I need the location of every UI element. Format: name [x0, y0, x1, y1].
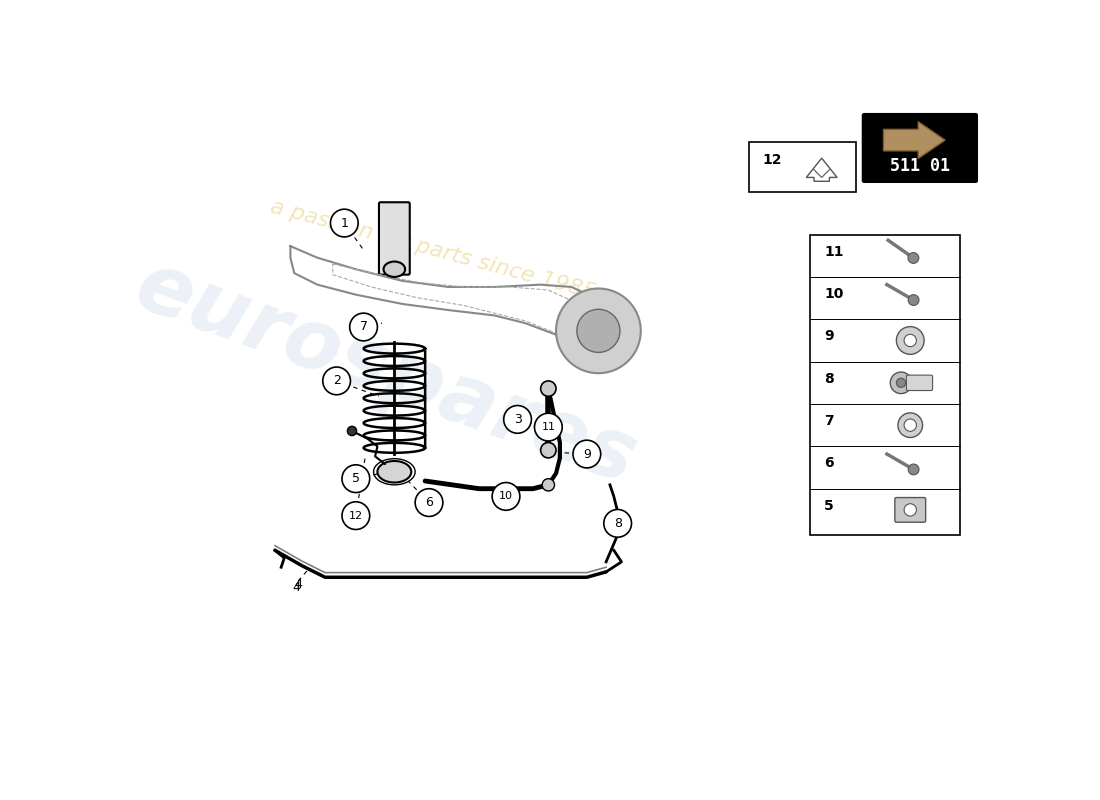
Text: 2: 2 — [332, 374, 341, 387]
FancyBboxPatch shape — [378, 202, 409, 274]
Circle shape — [542, 382, 554, 394]
Text: 511 01: 511 01 — [890, 158, 950, 175]
Text: 8: 8 — [824, 371, 834, 386]
Text: 12: 12 — [762, 153, 782, 166]
Circle shape — [350, 313, 377, 341]
Text: 5: 5 — [352, 472, 360, 485]
Circle shape — [557, 289, 641, 373]
Text: 10: 10 — [824, 287, 844, 301]
Circle shape — [342, 465, 370, 493]
Circle shape — [908, 253, 918, 263]
Circle shape — [898, 413, 923, 438]
Circle shape — [504, 406, 531, 434]
Circle shape — [890, 372, 912, 394]
Text: eurospares: eurospares — [125, 245, 648, 502]
Circle shape — [573, 440, 601, 468]
Text: 6: 6 — [824, 456, 834, 470]
Circle shape — [322, 367, 351, 394]
Circle shape — [896, 326, 924, 354]
Circle shape — [330, 209, 359, 237]
Circle shape — [904, 334, 916, 346]
Circle shape — [604, 510, 631, 538]
FancyBboxPatch shape — [906, 375, 933, 390]
Text: 11: 11 — [824, 245, 844, 258]
Circle shape — [541, 442, 557, 458]
Ellipse shape — [377, 461, 411, 482]
Circle shape — [342, 502, 370, 530]
Text: 10: 10 — [499, 491, 513, 502]
Circle shape — [535, 414, 562, 441]
Ellipse shape — [384, 262, 405, 277]
Circle shape — [904, 419, 916, 431]
Text: 7: 7 — [360, 321, 367, 334]
Text: 9: 9 — [583, 447, 591, 461]
Text: 8: 8 — [614, 517, 622, 530]
Circle shape — [542, 478, 554, 491]
Text: 11: 11 — [541, 422, 556, 432]
Polygon shape — [883, 122, 945, 158]
Text: 1: 1 — [340, 217, 349, 230]
Text: a passion for parts since 1985: a passion for parts since 1985 — [267, 197, 598, 303]
Circle shape — [541, 381, 557, 396]
Text: 5: 5 — [824, 498, 834, 513]
Text: 7: 7 — [824, 414, 834, 428]
Text: 4: 4 — [294, 578, 302, 591]
Text: 4: 4 — [293, 581, 300, 594]
Circle shape — [492, 482, 520, 510]
Circle shape — [896, 378, 905, 387]
Text: 12: 12 — [349, 510, 363, 521]
Circle shape — [909, 294, 918, 306]
Circle shape — [348, 426, 356, 435]
Text: 9: 9 — [824, 330, 834, 343]
Circle shape — [576, 310, 620, 353]
Text: 3: 3 — [514, 413, 521, 426]
Circle shape — [909, 464, 918, 475]
FancyBboxPatch shape — [895, 498, 926, 522]
Text: 6: 6 — [425, 496, 433, 509]
Circle shape — [415, 489, 443, 517]
FancyBboxPatch shape — [749, 142, 856, 192]
Circle shape — [904, 504, 916, 516]
FancyBboxPatch shape — [861, 113, 978, 183]
FancyBboxPatch shape — [810, 234, 960, 535]
